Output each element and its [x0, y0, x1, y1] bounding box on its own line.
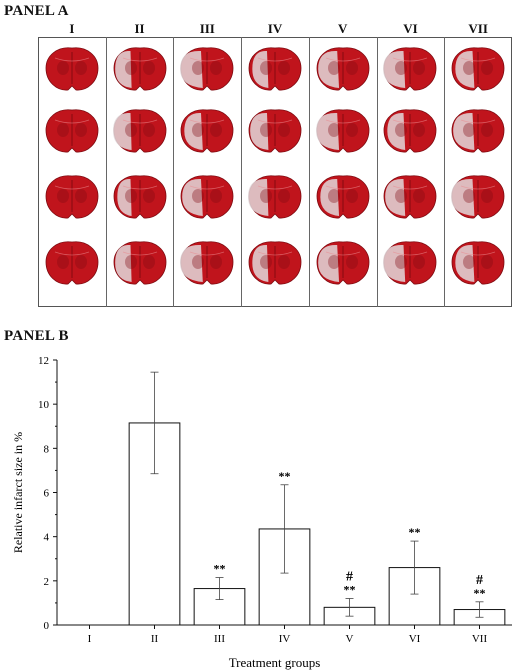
significance-marker: **	[279, 469, 291, 483]
column-divider	[308, 37, 310, 307]
y-tick-label: 10	[38, 399, 50, 411]
brain-slice-image	[314, 238, 372, 288]
x-tick-label: II	[151, 633, 159, 645]
brain-slice-image	[381, 172, 439, 222]
significance-marker: **	[474, 586, 486, 600]
chart-bars	[128, 371, 506, 626]
brain-slice-image	[178, 238, 236, 288]
significance-marker: **	[409, 525, 421, 539]
brain-slice-image	[178, 106, 236, 156]
y-tick-label: 12	[38, 355, 49, 367]
column-divider	[241, 37, 243, 307]
brain-slice-image	[246, 238, 304, 288]
x-tick-label: I	[88, 633, 92, 645]
brain-slice-image	[449, 44, 507, 94]
y-tick-label: 2	[44, 576, 50, 588]
brain-slice-image	[111, 172, 169, 222]
brain-slice-image	[381, 106, 439, 156]
brain-slice-image	[43, 44, 101, 94]
column-label-7: VII	[468, 21, 488, 36]
column-divider	[376, 37, 378, 307]
column-divider	[105, 37, 107, 307]
brain-slice-image	[178, 172, 236, 222]
brain-slice-image	[381, 44, 439, 94]
column-label-2: II	[134, 21, 145, 36]
brain-slice-image	[178, 44, 236, 94]
brain-slice-image	[449, 106, 507, 156]
brain-slice-image	[381, 238, 439, 288]
brain-slice-image	[43, 238, 101, 288]
column-label-6: VI	[403, 21, 418, 36]
x-tick-label: V	[346, 633, 354, 645]
column-label-4: IV	[267, 21, 283, 36]
brain-slice-image	[246, 44, 304, 94]
brain-slice-image	[246, 172, 304, 222]
brain-slice-image	[314, 172, 372, 222]
brain-slice-image	[43, 172, 101, 222]
panel-b-title: PANEL B	[4, 328, 69, 344]
column-label-5: V	[338, 21, 348, 36]
significance-marker: #	[476, 573, 483, 588]
x-axis-label: Treatment groups	[229, 655, 321, 670]
x-tick-label: III	[214, 633, 225, 645]
panel-a-title: PANEL A	[4, 3, 69, 19]
panel-a-frame	[38, 37, 512, 307]
y-tick-label: 8	[44, 443, 50, 455]
column-label-3: III	[199, 21, 215, 36]
y-axis-label: Relative infarct size in %	[11, 432, 25, 553]
brain-slice-image	[246, 106, 304, 156]
brain-slice-image	[449, 172, 507, 222]
brain-slice-image	[111, 44, 169, 94]
y-tick-label: 6	[44, 488, 50, 500]
brain-slice-image	[111, 106, 169, 156]
significance-marker: **	[344, 583, 356, 597]
significance-marker: **	[214, 562, 226, 576]
x-tick-label: VII	[472, 633, 488, 645]
x-tick-label: VI	[409, 633, 421, 645]
column-divider	[173, 37, 175, 307]
x-tick-label: IV	[279, 633, 291, 645]
y-tick-label: 4	[44, 532, 50, 544]
significance-marker: #	[346, 570, 353, 585]
y-tick-label: 0	[44, 620, 50, 632]
brain-slice-image	[43, 106, 101, 156]
column-label-1: I	[69, 21, 75, 36]
brain-slice-image	[449, 238, 507, 288]
column-divider	[444, 37, 446, 307]
brain-slice-image	[111, 238, 169, 288]
bar-chart: 0 2 4 6 8 10 12 Relative infarct size in % Treat…	[11, 355, 512, 670]
brain-slice-image	[314, 106, 372, 156]
chart-labels: 0 2 4 6 8 10 12 Relative infarct size in % Treat…	[11, 355, 487, 670]
brain-slice-image	[314, 44, 372, 94]
